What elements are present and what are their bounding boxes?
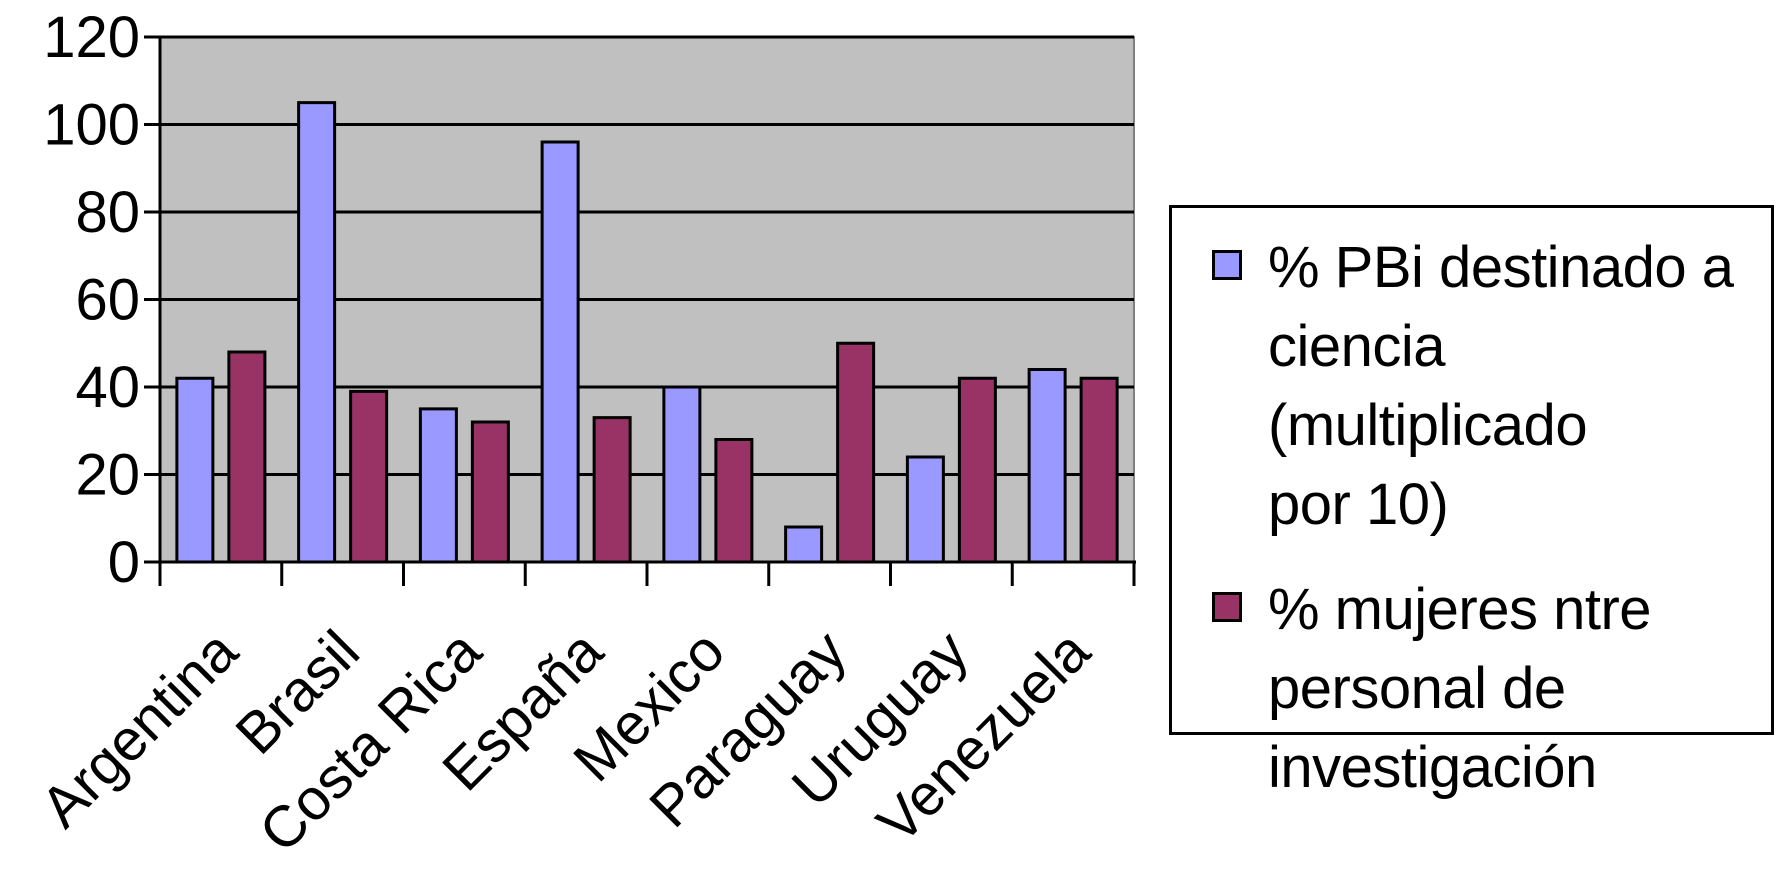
bar-mujeres-0 [227,350,267,564]
bar-pbi-6 [905,455,945,564]
legend-label-pbi: % PBi destinado a ciencia (multiplicado … [1268,235,1734,537]
bar-pbi-2 [418,407,458,564]
y-tick-label-60: 60 [75,268,140,333]
legend-entry-mujeres: % mujeres ntre personal de investigación [1192,570,1771,807]
bar-pbi-1 [297,101,337,564]
bar-mujeres-4 [714,438,754,564]
bar-mujeres-1 [349,389,389,564]
y-tick-label-100: 100 [43,93,140,158]
y-tick-label-20: 20 [75,443,140,508]
y-tick-label-120: 120 [43,5,140,70]
bar-mujeres-7 [1079,376,1119,564]
bar-mujeres-2 [470,420,510,564]
legend-label-mujeres: % mujeres ntre personal de investigación [1268,577,1652,800]
bars [175,101,1119,564]
bar-mujeres-3 [592,416,632,564]
y-tick-label-0: 0 [108,530,140,595]
bar-mujeres-5 [836,341,876,564]
bar-pbi-7 [1027,368,1067,564]
bar-pbi-0 [175,376,215,564]
y-tick-label-40: 40 [75,355,140,420]
legend: % PBi destinado a ciencia (multiplicado … [1169,205,1774,800]
bar-mujeres-6 [957,376,997,564]
x-tick-label-0: Argentina [29,618,251,840]
y-tick-label-80: 80 [75,180,140,245]
bar-pbi-5 [784,525,824,564]
bar-pbi-4 [662,385,702,564]
bar-pbi-3 [540,140,580,564]
legend-entry-pbi: % PBi destinado a ciencia (multiplicado … [1192,228,1771,544]
legend-swatch-mujeres [1212,592,1242,622]
axes [144,35,1136,586]
legend-swatch-pbi [1212,250,1242,280]
